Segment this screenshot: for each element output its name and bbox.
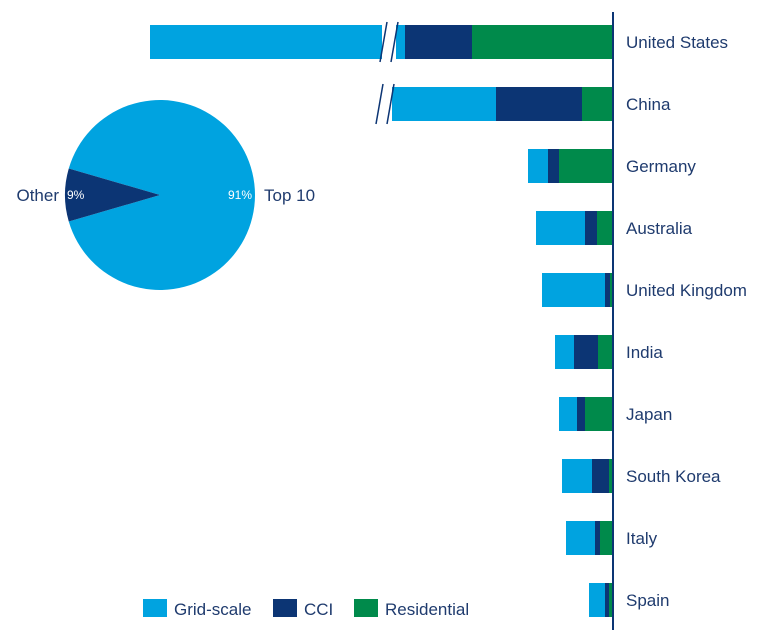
bar-cci-united-kingdom <box>605 273 610 307</box>
axis-break-mark-united-states <box>379 21 388 63</box>
pie-label-other: Other <box>16 186 59 205</box>
axis-break-mark-china <box>375 83 384 125</box>
pie-slice-top-10 <box>68 100 256 291</box>
bar-residential-spain <box>609 583 613 617</box>
bar-grid-scale-germany <box>528 149 548 183</box>
bar-cci-south-korea <box>592 459 609 493</box>
legend-label-cci: CCI <box>304 600 333 619</box>
pie-value-label-top-10: 91% <box>228 188 252 202</box>
bar-residential-united-states <box>472 25 613 59</box>
bar-cci-italy <box>595 521 600 555</box>
bar-cci-japan <box>577 397 585 431</box>
pie-slice-other <box>65 168 160 222</box>
category-label-united-kingdom: United Kingdom <box>626 281 747 300</box>
bar-residential-australia <box>597 211 613 245</box>
pie-label-top-10: Top 10 <box>264 186 315 205</box>
bar-grid-scale-south-korea <box>562 459 592 493</box>
bar-grid-scale-china <box>386 87 496 121</box>
category-label-italy: Italy <box>626 529 658 548</box>
bar-residential-japan <box>585 397 613 431</box>
bar-cci-germany <box>548 149 559 183</box>
axis-break-mark-china <box>386 83 395 125</box>
bar-residential-south-korea <box>609 459 613 493</box>
bar-grid-scale-italy <box>566 521 595 555</box>
bar-grid-scale-united-states <box>150 25 405 59</box>
pie-value-label-other: 9% <box>67 188 85 202</box>
category-label-japan: Japan <box>626 405 672 424</box>
legend-swatch-residential <box>354 599 378 617</box>
bar-residential-china <box>582 87 613 121</box>
bar-grid-scale-australia <box>536 211 585 245</box>
category-label-spain: Spain <box>626 591 669 610</box>
legend-label-residential: Residential <box>385 600 469 619</box>
bar-cci-spain <box>605 583 609 617</box>
bar-grid-scale-india <box>555 335 574 369</box>
bar-residential-united-kingdom <box>610 273 613 307</box>
bar-cci-china <box>496 87 582 121</box>
category-label-india: India <box>626 343 663 362</box>
category-label-south-korea: South Korea <box>626 467 721 486</box>
category-label-germany: Germany <box>626 157 696 176</box>
bar-cci-india <box>574 335 598 369</box>
category-label-china: China <box>626 95 671 114</box>
legend-label-grid-scale: Grid-scale <box>174 600 251 619</box>
legend-swatch-cci <box>273 599 297 617</box>
bar-residential-italy <box>600 521 613 555</box>
legend-swatch-grid-scale <box>143 599 167 617</box>
bar-grid-scale-spain <box>589 583 605 617</box>
bar-residential-india <box>598 335 613 369</box>
bar-residential-germany <box>559 149 613 183</box>
category-label-united-states: United States <box>626 33 728 52</box>
category-label-australia: Australia <box>626 219 693 238</box>
bar-grid-scale-japan <box>559 397 577 431</box>
bar-cci-australia <box>585 211 597 245</box>
axis-break-mark-united-states <box>390 21 399 63</box>
bar-cci-united-states <box>405 25 472 59</box>
bar-grid-scale-united-kingdom <box>542 273 605 307</box>
